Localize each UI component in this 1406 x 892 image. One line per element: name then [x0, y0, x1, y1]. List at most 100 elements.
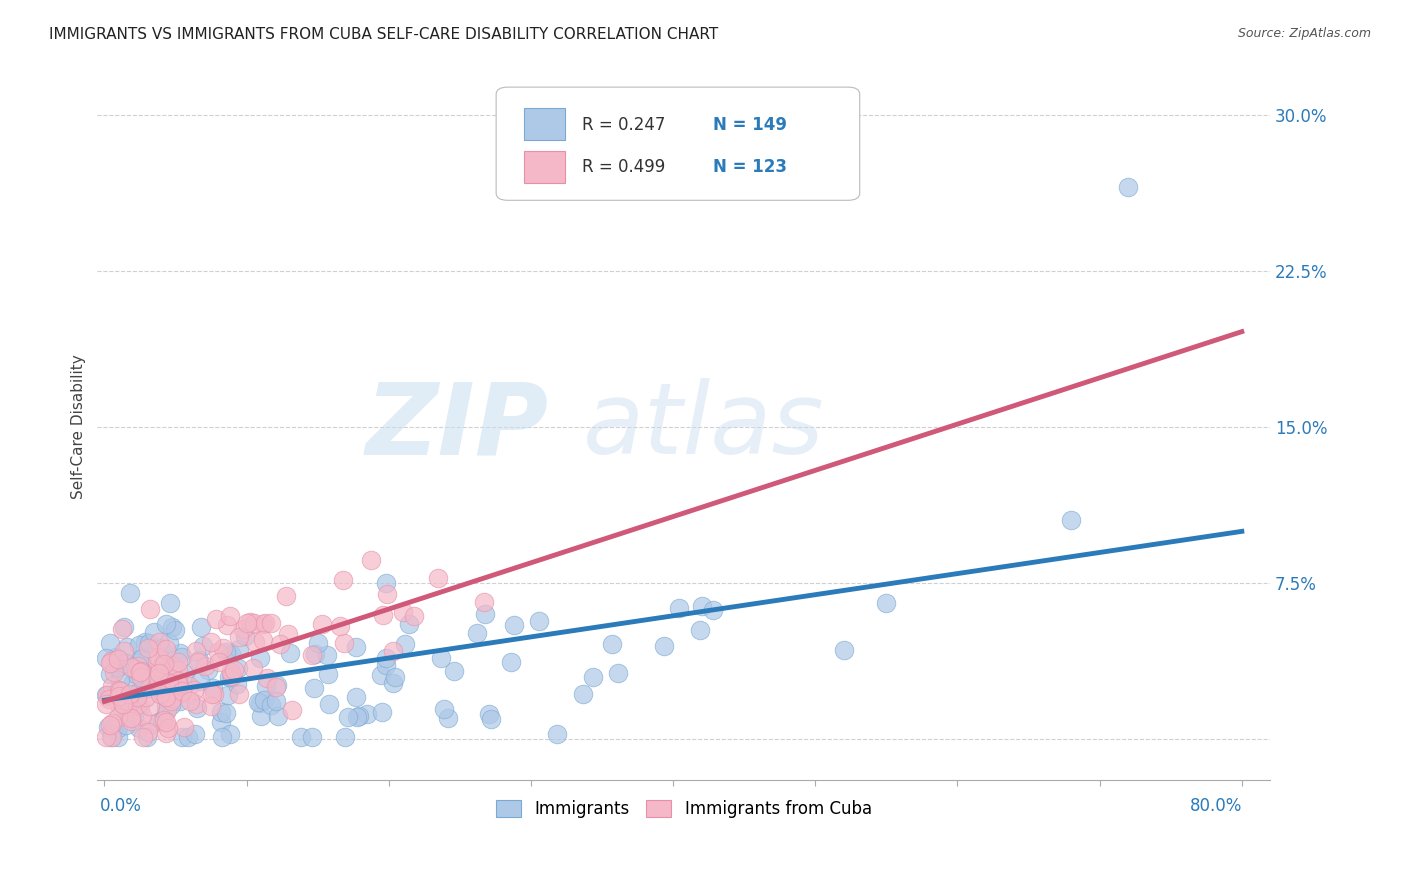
Point — [110, 683, 132, 698]
Point — [112, 656, 135, 670]
Point — [115, 640, 138, 654]
Point — [607, 665, 630, 680]
Point — [337, 710, 360, 724]
Point — [156, 703, 179, 717]
Point — [98, 718, 121, 732]
Point — [110, 673, 132, 688]
Point — [187, 655, 209, 669]
Point — [250, 708, 273, 723]
Point — [138, 640, 160, 655]
Point — [111, 697, 134, 711]
Point — [107, 710, 129, 724]
Point — [221, 647, 243, 661]
Point — [243, 616, 266, 631]
Point — [104, 661, 127, 675]
Point — [98, 636, 121, 650]
Point — [233, 629, 256, 643]
Point — [253, 693, 276, 707]
Point — [162, 659, 184, 673]
Text: N = 149: N = 149 — [713, 116, 787, 134]
Point — [392, 605, 415, 619]
Point — [217, 618, 239, 632]
Point — [155, 617, 177, 632]
Point — [155, 698, 177, 713]
Point — [193, 639, 215, 653]
Point — [329, 619, 352, 633]
Point — [153, 681, 176, 696]
Point — [125, 690, 148, 704]
Point — [249, 651, 271, 665]
Point — [202, 681, 225, 695]
Point — [136, 725, 159, 739]
Point — [160, 691, 183, 706]
Point — [382, 644, 405, 658]
Point — [503, 617, 526, 632]
Point — [465, 626, 488, 640]
Point — [209, 714, 232, 729]
Point — [264, 694, 287, 708]
Point — [131, 708, 153, 723]
Point — [499, 655, 522, 669]
Point — [316, 666, 339, 681]
Point — [115, 656, 138, 670]
Point — [101, 723, 124, 737]
Point — [173, 667, 195, 681]
Point — [256, 672, 278, 686]
Point — [124, 663, 146, 677]
Point — [148, 665, 170, 680]
Point — [375, 576, 398, 591]
Point — [472, 595, 495, 609]
Point — [128, 685, 150, 699]
Point — [139, 716, 162, 731]
Point — [120, 660, 142, 674]
Point — [120, 702, 142, 716]
Point — [832, 642, 855, 657]
Point — [215, 706, 238, 720]
Point — [146, 671, 169, 685]
Point — [381, 676, 404, 690]
Point — [97, 689, 120, 703]
Point — [112, 620, 135, 634]
Point — [436, 710, 458, 724]
Point — [235, 615, 257, 630]
Point — [433, 702, 456, 716]
Point — [311, 617, 333, 632]
Point — [370, 668, 392, 682]
Point — [344, 690, 367, 705]
Point — [146, 654, 169, 668]
Point — [211, 730, 233, 744]
Point — [107, 721, 129, 735]
Point — [333, 730, 356, 744]
Point — [239, 615, 262, 629]
Point — [179, 694, 201, 708]
Point — [307, 636, 329, 650]
Point — [371, 608, 394, 623]
Point — [107, 690, 129, 704]
Point — [209, 705, 232, 719]
Point — [128, 721, 150, 735]
Point — [404, 609, 426, 624]
Point — [474, 607, 496, 621]
Point — [152, 657, 174, 671]
Point — [127, 659, 149, 673]
Text: IMMIGRANTS VS IMMIGRANTS FROM CUBA SELF-CARE DISABILITY CORRELATION CHART: IMMIGRANTS VS IMMIGRANTS FROM CUBA SELF-… — [49, 27, 718, 42]
Point — [157, 636, 180, 650]
Point — [101, 722, 124, 736]
FancyBboxPatch shape — [524, 151, 565, 183]
Point — [253, 615, 276, 630]
Point — [184, 644, 207, 658]
Point — [394, 637, 416, 651]
Point — [167, 677, 190, 691]
Point — [160, 698, 183, 712]
Point — [122, 675, 145, 690]
Point — [101, 679, 124, 693]
Legend: Immigrants, Immigrants from Cuba: Immigrants, Immigrants from Cuba — [489, 794, 879, 825]
Point — [172, 730, 194, 744]
Point — [301, 648, 323, 662]
Point — [356, 707, 378, 722]
Point — [94, 650, 117, 665]
Point — [162, 659, 184, 673]
Point — [132, 730, 155, 744]
Point — [100, 730, 122, 744]
Point — [301, 730, 323, 744]
